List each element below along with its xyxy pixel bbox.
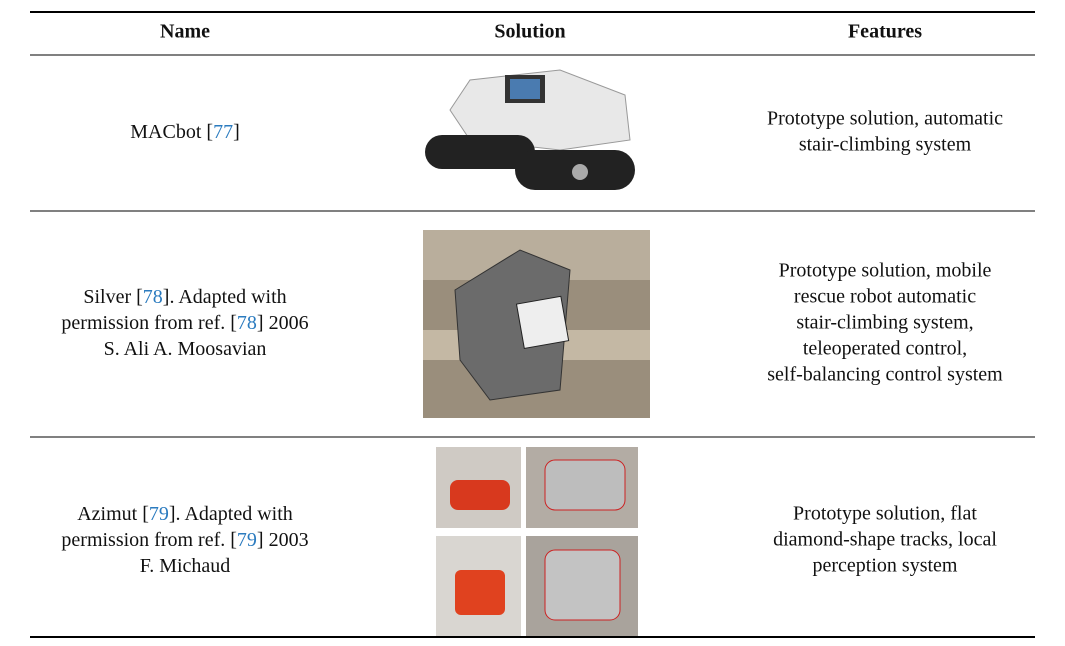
name-text: ] [233,121,240,143]
name-text: Azimut [ [77,503,149,525]
citation-link: 79 [149,503,169,525]
feature-line: perception system [813,555,958,577]
feature-line: stair-climbing system, [796,312,973,334]
feature-line: self-balancing control system [767,364,1003,386]
name-text: MACbot [ [130,121,213,143]
name-line: permission from ref. [78] 2006 [61,312,308,334]
feature-line: Prototype solution, flat [793,503,977,525]
feature-line: Prototype solution, automatic [767,108,1003,130]
feature-line: teleoperated control, [803,338,967,360]
name-line: permission from ref. [79] 2003 [61,529,308,551]
name-text: ] 2003 [257,529,309,551]
name-line: S. Ali A. Moosavian [104,338,267,360]
name-text: F. Michaud [140,555,231,577]
name-line: Silver [78]. Adapted with [83,286,286,308]
name-line: Azimut [79]. Adapted with [77,503,293,525]
feature-line: rescue robot automatic [794,286,976,308]
feature-line: stair-climbing system [799,134,972,156]
name-text: S. Ali A. Moosavian [104,338,267,360]
header-cell: Solution [494,21,565,43]
name-text: permission from ref. [ [61,312,237,334]
name-text: permission from ref. [ [61,529,237,551]
citation-link: 77 [213,121,233,143]
citation-link: 78 [237,312,257,334]
robot-image [436,447,638,636]
feature-line: diamond-shape tracks, local [773,529,997,551]
robot-image [423,230,650,418]
name-text: ] 2006 [257,312,309,334]
header-cell: Features [848,21,922,43]
citation-link: 78 [143,286,163,308]
robot-image [415,65,645,205]
name-line: MACbot [77] [130,121,239,143]
header-cell: Name [160,21,210,43]
citation-link: 79 [237,529,257,551]
name-text: ]. Adapted with [163,286,287,308]
feature-line: Prototype solution, mobile [779,260,992,282]
name-text: Silver [ [83,286,142,308]
name-line: F. Michaud [140,555,231,577]
name-text: ]. Adapted with [169,503,293,525]
